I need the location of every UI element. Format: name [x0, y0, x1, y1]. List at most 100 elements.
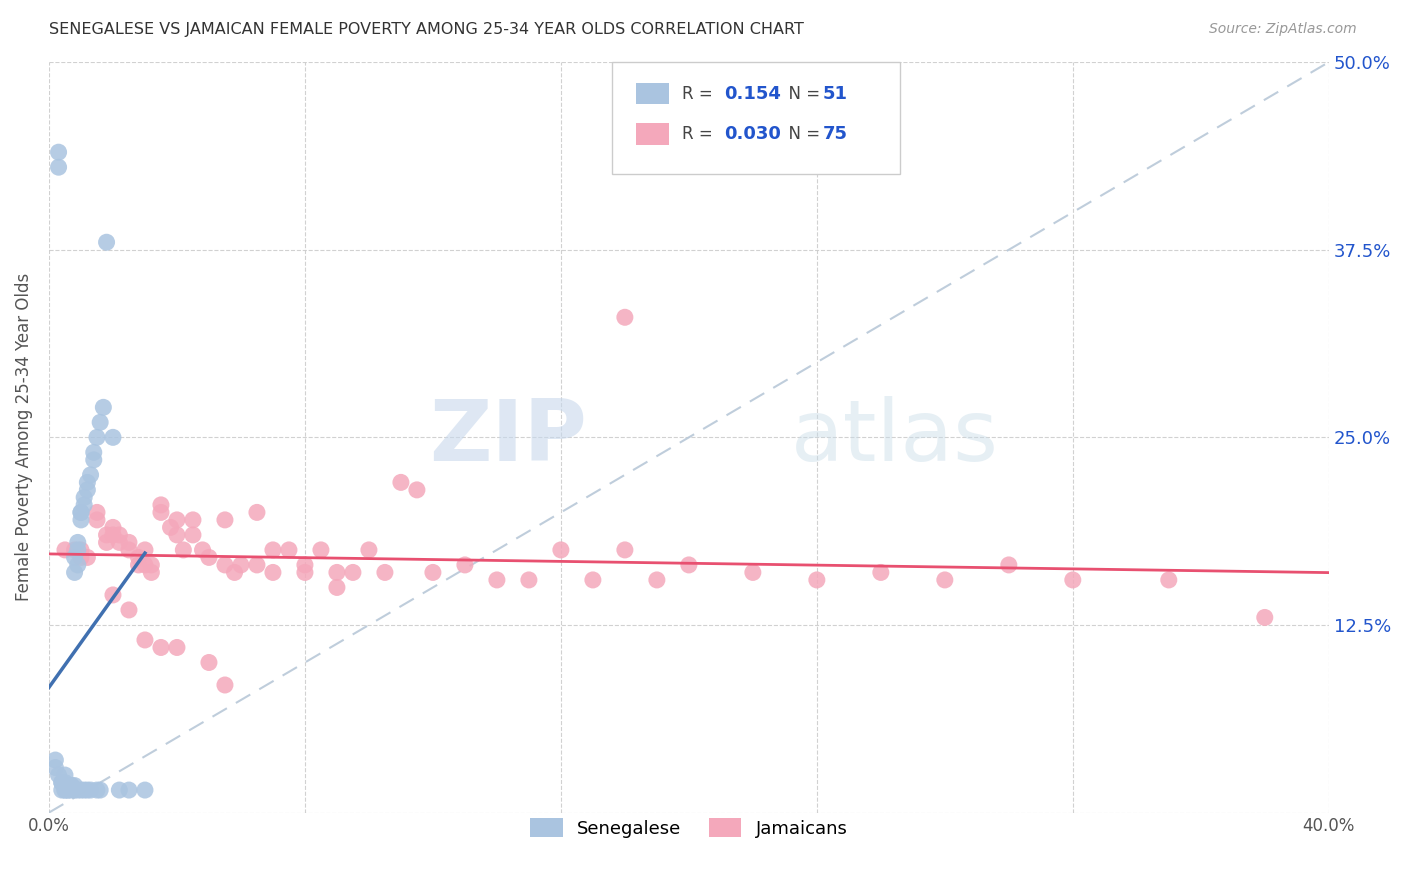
Text: R =: R = [682, 85, 718, 103]
Point [48, 160, 70, 174]
Point [134, 783, 156, 797]
Legend: Senegalese, Jamaicans: Senegalese, Jamaicans [523, 811, 855, 845]
Point [63, 543, 86, 558]
Point [198, 550, 221, 565]
Point [806, 573, 828, 587]
Point [60, 781, 83, 796]
Point [214, 678, 236, 692]
Point [70, 550, 93, 565]
Point [172, 543, 194, 558]
Point [63, 779, 86, 793]
Point [63, 566, 86, 580]
Point [224, 566, 246, 580]
Point [141, 566, 163, 580]
Point [53, 768, 76, 782]
Point [53, 783, 76, 797]
Point [149, 640, 172, 655]
Text: N =: N = [778, 125, 825, 143]
Point [149, 498, 172, 512]
Point [485, 573, 508, 587]
Text: atlas: atlas [792, 396, 1000, 479]
Point [134, 543, 156, 558]
Point [60, 783, 83, 797]
Point [70, 783, 93, 797]
Point [70, 505, 93, 519]
Point [89, 415, 111, 429]
Point [108, 535, 131, 549]
Point [96, 235, 118, 250]
Point [66, 543, 89, 558]
Point [76, 783, 98, 797]
Point [118, 543, 141, 558]
Point [118, 535, 141, 549]
Point [246, 558, 269, 572]
Point [582, 573, 605, 587]
Point [108, 528, 131, 542]
Point [86, 505, 108, 519]
Point [101, 528, 124, 542]
Point [48, 768, 70, 782]
Point [93, 401, 115, 415]
Point [166, 513, 188, 527]
Point [60, 779, 83, 793]
Point [422, 566, 444, 580]
Point [56, 783, 79, 797]
Point [149, 505, 172, 519]
Point [79, 467, 101, 482]
Point [76, 550, 98, 565]
Point [262, 566, 284, 580]
Point [517, 573, 540, 587]
Point [678, 558, 700, 572]
Point [869, 566, 891, 580]
Point [309, 543, 332, 558]
Point [73, 498, 96, 512]
Point [214, 558, 236, 572]
Point [101, 588, 124, 602]
Text: 0.154: 0.154 [724, 85, 780, 103]
Point [166, 528, 188, 542]
Point [70, 543, 93, 558]
Point [70, 505, 93, 519]
Point [118, 603, 141, 617]
Point [73, 783, 96, 797]
Point [44, 753, 66, 767]
Point [1254, 610, 1277, 624]
Point [998, 558, 1021, 572]
Point [141, 558, 163, 572]
Point [294, 566, 316, 580]
Point [181, 513, 204, 527]
Point [645, 573, 668, 587]
Point [326, 566, 349, 580]
Point [73, 491, 96, 505]
Point [70, 513, 93, 527]
Point [51, 783, 73, 797]
Point [53, 783, 76, 797]
Point [56, 783, 79, 797]
Point [128, 550, 150, 565]
Point [53, 775, 76, 789]
Point [96, 528, 118, 542]
Point [613, 310, 636, 325]
Text: N =: N = [778, 85, 825, 103]
Text: 75: 75 [823, 125, 848, 143]
Point [51, 775, 73, 789]
Text: 0.030: 0.030 [724, 125, 780, 143]
Text: SENEGALESE VS JAMAICAN FEMALE POVERTY AMONG 25-34 YEAR OLDS CORRELATION CHART: SENEGALESE VS JAMAICAN FEMALE POVERTY AM… [49, 22, 804, 37]
Point [60, 779, 83, 793]
Point [56, 779, 79, 793]
Point [166, 640, 188, 655]
Point [191, 543, 214, 558]
Point [181, 528, 204, 542]
Point [374, 566, 396, 580]
Text: R =: R = [682, 125, 718, 143]
Point [934, 573, 956, 587]
Point [406, 483, 429, 497]
Text: ZIP: ZIP [429, 396, 586, 479]
Point [389, 475, 412, 490]
Point [262, 543, 284, 558]
Point [101, 520, 124, 534]
Point [229, 558, 252, 572]
Point [83, 445, 105, 459]
Point [76, 483, 98, 497]
Point [86, 430, 108, 444]
